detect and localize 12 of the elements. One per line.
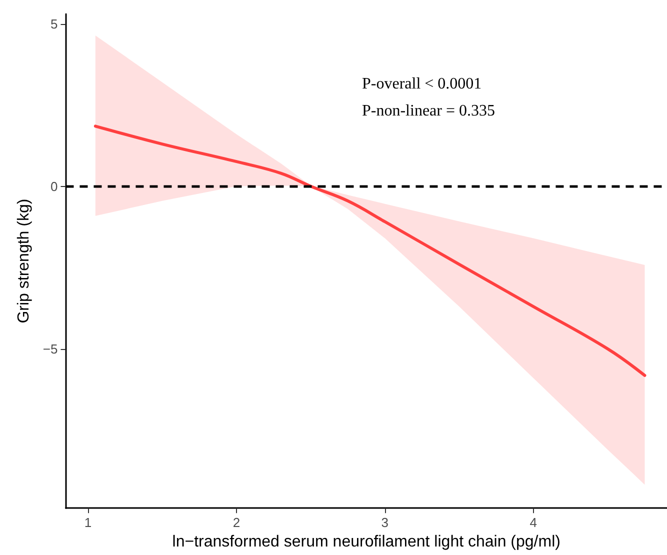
x-tick-label: 1 — [84, 515, 92, 530]
x-axis-title: ln−transformed serum neurofilament light chain (pg/ml) — [172, 534, 560, 550]
annotation: P-overall < 0.0001 — [362, 76, 482, 92]
y-tick-label: 5 — [50, 16, 58, 32]
y-tick-label: 0 — [50, 178, 58, 194]
line-series — [94, 124, 646, 377]
y-axis-title: Grip strength (kg) — [16, 198, 32, 324]
annotation: P-non-linear = 0.335 — [362, 102, 495, 120]
x-tick-label: 3 — [381, 515, 389, 530]
y-tick-label: −5 — [42, 341, 58, 356]
x-tick-label: 2 — [232, 515, 240, 530]
x-tick-label: 4 — [530, 515, 537, 530]
